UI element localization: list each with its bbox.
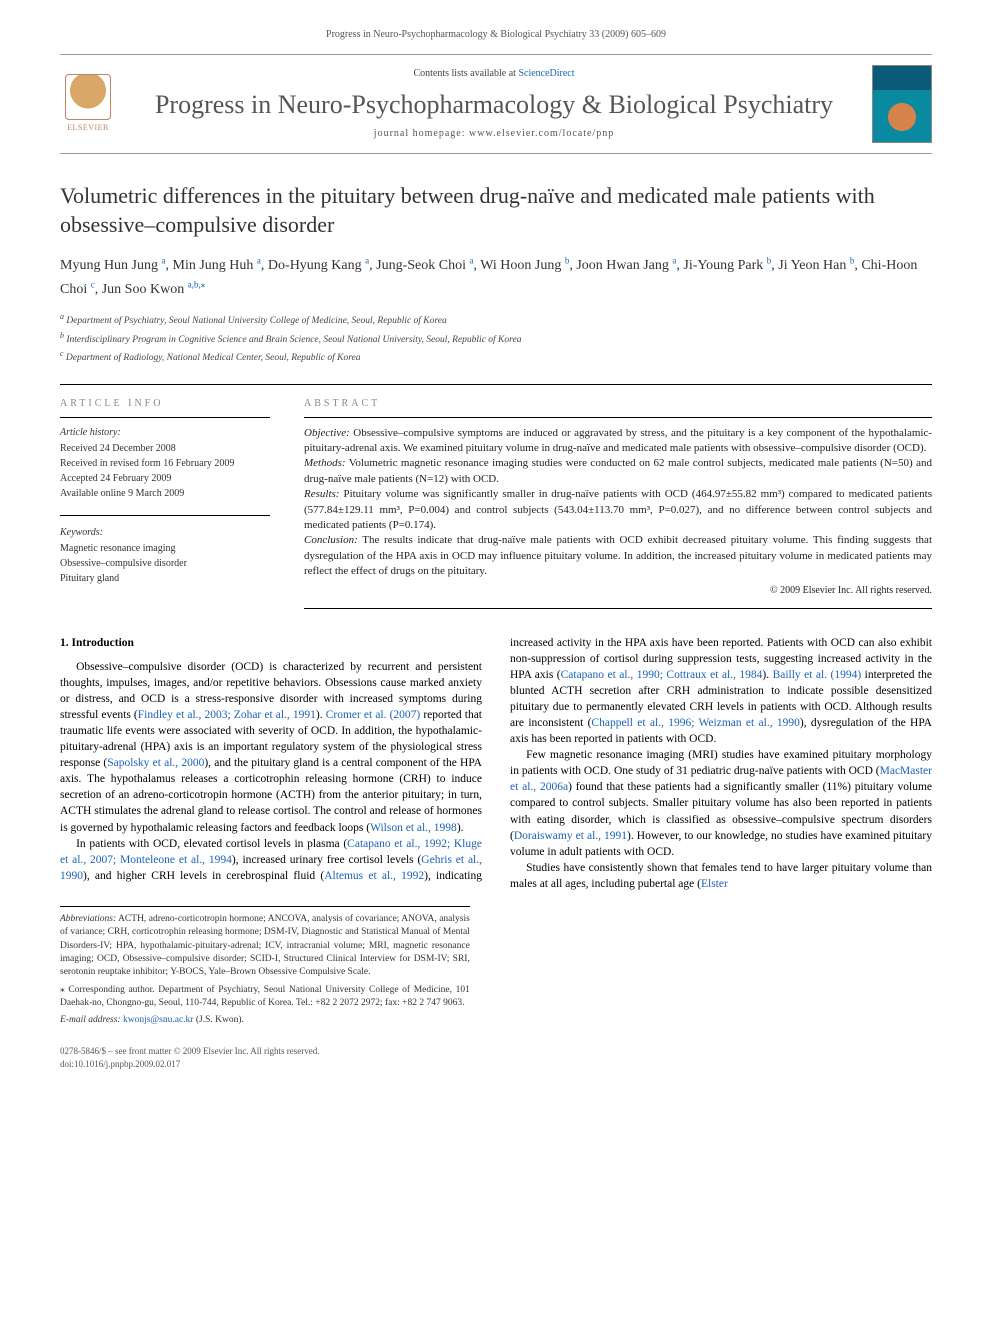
intro-para-3: Few magnetic resonance imaging (MRI) stu… (510, 747, 932, 860)
history-item: Accepted 24 February 2009 (60, 472, 270, 486)
info-separator (60, 515, 270, 516)
page-bottom-notice: 0278-5846/$ – see front matter © 2009 El… (60, 1045, 932, 1070)
citation-link[interactable]: Altemus et al., 1992 (324, 870, 424, 882)
corresponding-star-icon: ⁎ (201, 279, 206, 289)
elsevier-tree-icon (65, 74, 111, 120)
section-1-head: 1. Introduction (60, 635, 482, 651)
article-title: Volumetric differences in the pituitary … (60, 182, 932, 239)
abstract-panel: ABSTRACT Objective: Obsessive–compulsive… (304, 397, 932, 609)
objective-label: Objective: (304, 427, 350, 439)
sciencedirect-link[interactable]: ScienceDirect (518, 68, 574, 79)
article-info-panel: ARTICLE INFO Article history: Received 2… (60, 397, 270, 609)
body-columns: 1. Introduction Obsessive–compulsive dis… (60, 635, 932, 893)
doi-line: doi:10.1016/j.pnpbp.2009.02.017 (60, 1058, 932, 1071)
masthead: ELSEVIER Contents lists available at Sci… (60, 54, 932, 154)
intro-para-4: Studies have consistently shown that fem… (510, 860, 932, 892)
email-note: E-mail address: kwonjs@snu.ac.kr (J.S. K… (60, 1014, 470, 1027)
homepage-url: www.elsevier.com/locate/pnp (469, 128, 614, 139)
conclusion-text: The results indicate that drug-naïve mal… (304, 534, 932, 577)
keyword: Pituitary gland (60, 572, 270, 586)
article-history: Article history: Received 24 December 20… (60, 426, 270, 501)
abbreviations-note: Abbreviations: ACTH, adreno-corticotropi… (60, 913, 470, 979)
history-item: Available online 9 March 2009 (60, 487, 270, 501)
journal-homepage-line: journal homepage: www.elsevier.com/locat… (130, 127, 858, 141)
history-item: Received in revised form 16 February 200… (60, 457, 270, 471)
affiliation-a: a Department of Psychiatry, Seoul Nation… (60, 311, 932, 328)
affiliation-b: b Interdisciplinary Program in Cognitive… (60, 330, 932, 347)
front-matter-line: 0278-5846/$ – see front matter © 2009 El… (60, 1045, 932, 1058)
email-link[interactable]: kwonjs@snu.ac.kr (123, 1015, 194, 1025)
history-label: Article history: (60, 426, 270, 440)
citation-link[interactable]: Cromer et al. (2007) (326, 709, 421, 721)
citation-link[interactable]: Catapano et al., 1990; Cottraux et al., … (561, 669, 763, 681)
keywords-block: Keywords: Magnetic resonance imaging Obs… (60, 526, 270, 586)
methods-text: Volumetric magnetic resonance imaging st… (304, 457, 932, 484)
methods-label: Methods: (304, 457, 346, 469)
affiliations: a Department of Psychiatry, Seoul Nation… (60, 311, 932, 365)
intro-para-1: Obsessive–compulsive disorder (OCD) is c… (60, 659, 482, 836)
elsevier-label: ELSEVIER (67, 122, 109, 133)
abstract-copyright: © 2009 Elsevier Inc. All rights reserved… (304, 584, 932, 598)
elsevier-logo: ELSEVIER (60, 72, 116, 136)
email-label: E-mail address: (60, 1015, 123, 1025)
corresponding-author-note: ⁎ Corresponding author. Department of Ps… (60, 984, 470, 1011)
journal-cover-thumbnail (872, 65, 932, 143)
citation-link[interactable]: Doraiswamy et al., 1991 (514, 830, 627, 842)
contents-available-line: Contents lists available at ScienceDirec… (130, 67, 858, 81)
objective-text: Obsessive–compulsive symptoms are induce… (304, 427, 932, 454)
keyword: Obsessive–compulsive disorder (60, 557, 270, 571)
abstract-body: Objective: Obsessive–compulsive symptoms… (304, 426, 932, 609)
citation-link[interactable]: Sapolsky et al., 2000 (107, 757, 204, 769)
journal-name: Progress in Neuro-Psychopharmacology & B… (130, 87, 858, 123)
citation-link[interactable]: Wilson et al., 1998 (370, 822, 457, 834)
results-text: Pituitary volume was significantly small… (304, 488, 932, 531)
abbrev-label: Abbreviations: (60, 914, 116, 924)
homepage-prefix: journal homepage: (374, 128, 469, 139)
affiliation-c: c Department of Radiology, National Medi… (60, 348, 932, 365)
author-list: Myung Hun Jung a, Min Jung Huh a, Do-Hyu… (60, 253, 932, 301)
results-label: Results: (304, 488, 339, 500)
footnotes: Abbreviations: ACTH, adreno-corticotropi… (60, 906, 470, 1027)
article-info-head: ARTICLE INFO (60, 397, 270, 418)
citation-link[interactable]: Chappell et al., 1996; Weizman et al., 1… (591, 717, 799, 729)
running-head: Progress in Neuro-Psychopharmacology & B… (60, 28, 932, 42)
citation-link[interactable]: Bailly et al. (1994) (773, 669, 862, 681)
abstract-head: ABSTRACT (304, 397, 932, 418)
history-item: Received 24 December 2008 (60, 442, 270, 456)
keyword: Magnetic resonance imaging (60, 542, 270, 556)
conclusion-label: Conclusion: (304, 534, 358, 546)
citation-link[interactable]: Findley et al., 2003; Zohar et al., 1991 (138, 709, 316, 721)
citation-link[interactable]: Elster (701, 878, 728, 890)
contents-prefix: Contents lists available at (413, 68, 518, 79)
keywords-label: Keywords: (60, 526, 270, 540)
